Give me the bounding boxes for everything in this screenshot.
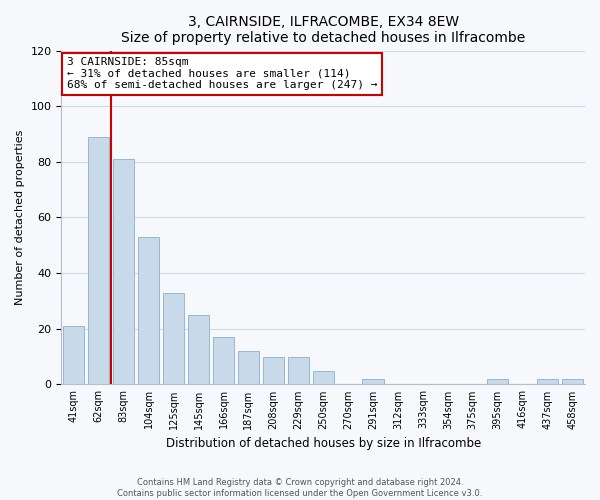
Bar bbox=[163, 292, 184, 384]
X-axis label: Distribution of detached houses by size in Ilfracombe: Distribution of detached houses by size … bbox=[166, 437, 481, 450]
Text: Contains HM Land Registry data © Crown copyright and database right 2024.
Contai: Contains HM Land Registry data © Crown c… bbox=[118, 478, 482, 498]
Bar bbox=[113, 159, 134, 384]
Bar bbox=[362, 379, 383, 384]
Bar bbox=[238, 351, 259, 384]
Bar bbox=[562, 379, 583, 384]
Bar bbox=[138, 237, 159, 384]
Bar bbox=[88, 137, 109, 384]
Bar bbox=[487, 379, 508, 384]
Bar bbox=[287, 356, 309, 384]
Text: 3 CAIRNSIDE: 85sqm
← 31% of detached houses are smaller (114)
68% of semi-detach: 3 CAIRNSIDE: 85sqm ← 31% of detached hou… bbox=[67, 57, 377, 90]
Bar bbox=[63, 326, 85, 384]
Bar bbox=[213, 337, 234, 384]
Bar bbox=[263, 356, 284, 384]
Title: 3, CAIRNSIDE, ILFRACOMBE, EX34 8EW
Size of property relative to detached houses : 3, CAIRNSIDE, ILFRACOMBE, EX34 8EW Size … bbox=[121, 15, 526, 45]
Bar bbox=[313, 370, 334, 384]
Y-axis label: Number of detached properties: Number of detached properties bbox=[15, 130, 25, 305]
Bar bbox=[537, 379, 558, 384]
Bar bbox=[188, 315, 209, 384]
